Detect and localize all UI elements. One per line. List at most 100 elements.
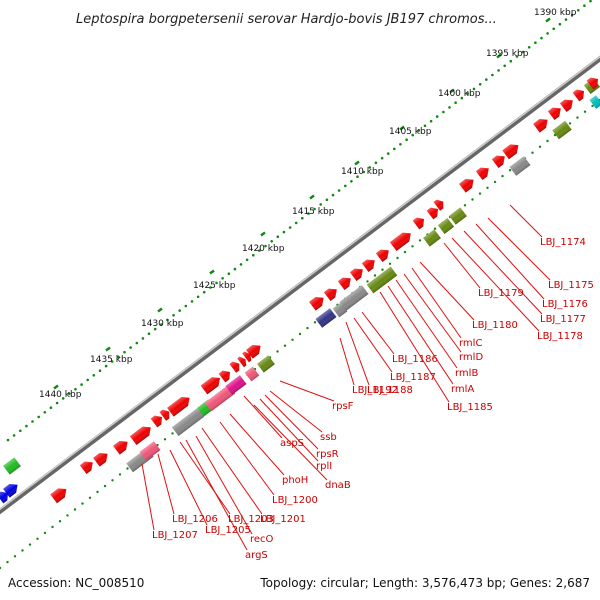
- leader-line: [395, 279, 458, 369]
- gene-label[interactable]: LBJ_1203: [228, 514, 274, 525]
- gene-label[interactable]: recO: [250, 534, 274, 545]
- gene-label[interactable]: phoH: [282, 475, 308, 486]
- gene-label[interactable]: LBJ_1175: [548, 280, 594, 291]
- scale-label: 1440 kbp: [39, 390, 82, 400]
- ruler-dot: [423, 124, 427, 128]
- scale-label: 1395 kbp: [486, 49, 529, 59]
- inner-ruler-dot: [298, 332, 302, 336]
- ruler-dot: [454, 101, 457, 104]
- scale-labels: 1390 kbp 1395 kbp 1400 kbp 1405 kbp 1410 kbp…: [39, 8, 577, 400]
- inner-ruler-dot: [276, 350, 279, 353]
- leader-line: [219, 421, 275, 496]
- ruler-dot: [258, 249, 261, 252]
- scale-label: 1415 kbp: [292, 207, 335, 217]
- scale-label: 1390 kbp: [534, 8, 577, 18]
- leader-line: [229, 413, 285, 476]
- gene-label[interactable]: LBJ_1200: [272, 495, 318, 506]
- gene-arrow: [167, 396, 190, 417]
- gene-label[interactable]: ssb: [320, 432, 337, 443]
- gene-label[interactable]: LBJ_1178: [537, 331, 583, 342]
- inner-ruler-dot: [73, 508, 77, 511]
- map-title: Leptospira borgpetersenii serovar Hardjo…: [76, 12, 497, 27]
- ruler-dot: [288, 226, 292, 229]
- gene-label[interactable]: LBJ_1207: [152, 530, 198, 541]
- ruler-dot: [147, 332, 151, 336]
- gene-label[interactable]: LBJ_1186: [392, 354, 438, 365]
- gene-label[interactable]: LBJ_1192: [352, 385, 398, 396]
- gene-label[interactable]: rpsR: [316, 449, 339, 460]
- ruler-dot: [172, 314, 175, 317]
- ruler-dot: [399, 143, 402, 146]
- gene-box: [509, 156, 531, 176]
- gene-label[interactable]: LBJ_1206: [172, 514, 218, 525]
- gene-arrow: [559, 99, 573, 113]
- gene-label[interactable]: LBJ_1179: [478, 288, 524, 299]
- gene-arrow: [426, 207, 438, 220]
- gene-label[interactable]: rplI: [316, 461, 332, 472]
- gene-label[interactable]: LBJ_1180: [472, 320, 518, 331]
- gene-arrow: [323, 288, 337, 302]
- ruler-dot: [362, 170, 366, 174]
- scale-label: 1405 kbp: [389, 127, 432, 137]
- gene-label[interactable]: LBJ_1205: [205, 525, 251, 536]
- ruler-dot: [583, 4, 586, 7]
- gene-box: [589, 95, 600, 109]
- gene-label[interactable]: LBJ_1201: [260, 514, 306, 525]
- ruler-dot: [25, 424, 28, 428]
- ruler-dot: [141, 337, 145, 340]
- gene-label[interactable]: rmlB: [455, 368, 478, 379]
- inner-ruler-dot: [538, 145, 542, 148]
- ruler-dot: [521, 50, 525, 54]
- gene-label[interactable]: argS: [245, 550, 268, 561]
- gene-label[interactable]: rpsF: [332, 401, 354, 412]
- chromosome-backbone: [0, 55, 600, 515]
- ruler-dot: [460, 96, 464, 100]
- gene-label[interactable]: rmlC: [459, 338, 482, 349]
- gene-arrow: [159, 409, 170, 421]
- gene-label[interactable]: rmlD: [459, 352, 483, 363]
- gene-arrow: [412, 217, 424, 230]
- gene-label[interactable]: LBJ_1185: [447, 402, 493, 413]
- ruler-dot: [209, 286, 212, 289]
- ruler-dot: [386, 152, 390, 155]
- gene-labels: LBJ_1174 LBJ_1175 LBJ_1176 LBJ_1177 LBJ_1178…: [152, 237, 594, 561]
- ruler-dot: [276, 235, 280, 238]
- gene-label[interactable]: dnaB: [325, 480, 351, 491]
- gene-label[interactable]: LBJ_1177: [540, 314, 586, 325]
- gene-label[interactable]: LBJ_1187: [390, 372, 436, 383]
- leader-line: [269, 390, 323, 433]
- gene-arrow: [242, 351, 252, 363]
- ruler-dot: [74, 387, 77, 391]
- inner-ruler-dot: [103, 484, 107, 488]
- gene-label[interactable]: LBJ_1174: [540, 237, 586, 248]
- gene-label[interactable]: aspS: [280, 438, 304, 449]
- ruler-dot: [123, 350, 126, 354]
- ruler-dot: [429, 119, 433, 123]
- leader-line: [403, 273, 462, 353]
- inner-ruler-dot: [583, 110, 587, 113]
- gene-label[interactable]: LBJ_1176: [542, 299, 588, 310]
- ruler-dot: [478, 83, 482, 86]
- ruler-dot: [294, 221, 298, 225]
- gene-label[interactable]: rmlA: [451, 384, 474, 395]
- ruler-dot: [380, 156, 384, 160]
- inner-ruler-dot: [546, 139, 549, 143]
- ruler-dot: [245, 258, 249, 262]
- ruler-dot: [448, 106, 451, 109]
- gene-arrow: [389, 232, 411, 252]
- gene-arrow: [246, 345, 261, 359]
- inner-ruler-dot: [51, 525, 54, 529]
- ruler-dot: [405, 138, 408, 141]
- ruler-dot: [270, 240, 274, 243]
- gene-box: [332, 302, 348, 318]
- gene-arrow: [309, 297, 324, 311]
- ruler-dot: [577, 9, 580, 12]
- ruler-dot: [239, 263, 243, 266]
- ruler-dot: [282, 230, 286, 234]
- gene-arrow: [79, 461, 93, 475]
- ruler-dot: [117, 355, 120, 359]
- gene-arrow: [475, 167, 489, 181]
- gene-box: [437, 217, 455, 235]
- gene-label[interactable]: LBJ_1188: [367, 385, 413, 396]
